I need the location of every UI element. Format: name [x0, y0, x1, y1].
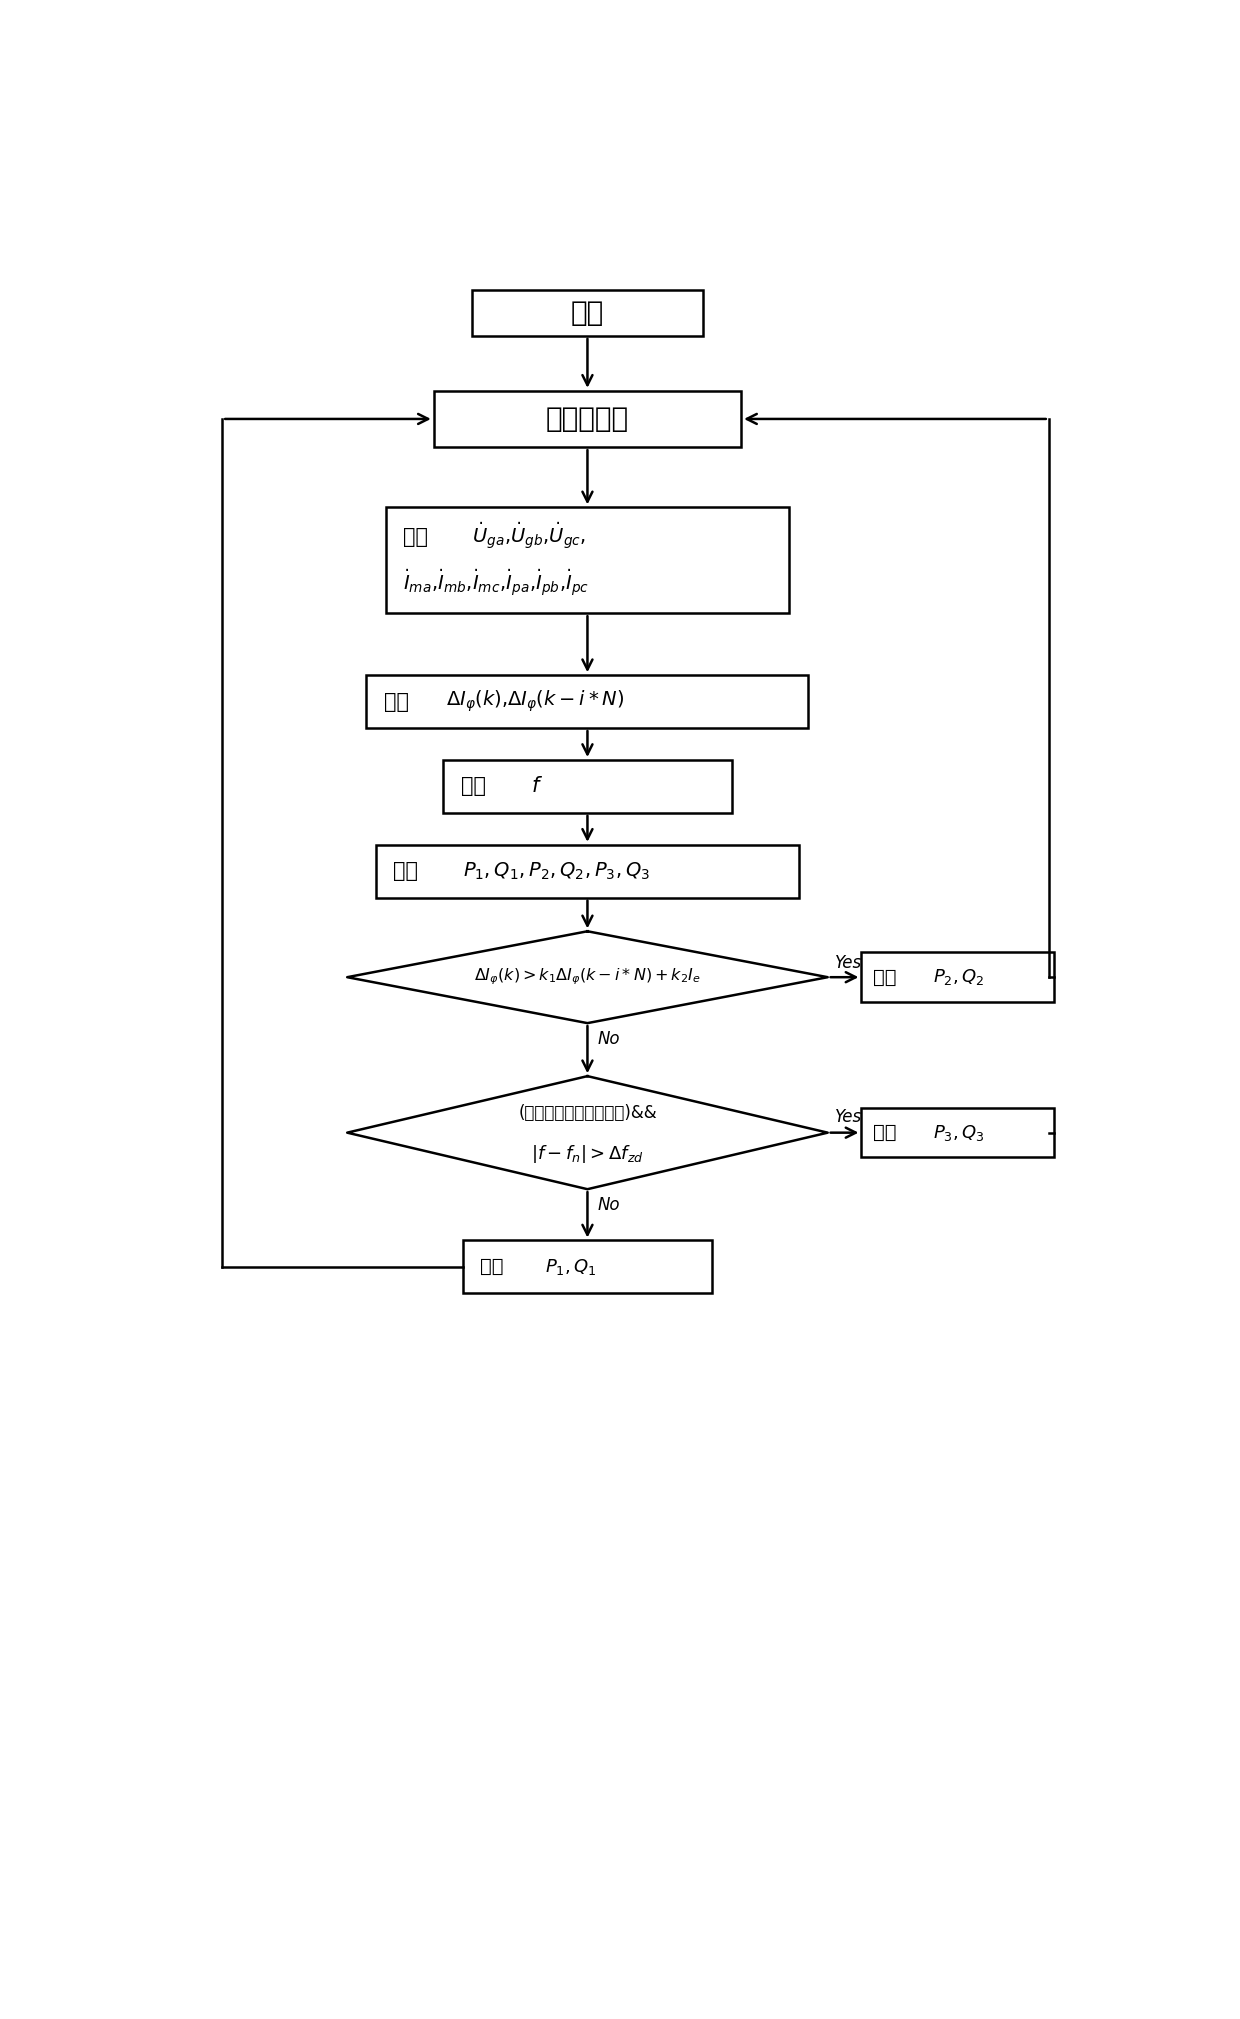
Text: 输出: 输出 [873, 967, 903, 987]
Text: 计算: 计算 [460, 777, 492, 795]
Bar [386, 507, 789, 614]
Bar [472, 291, 703, 335]
Text: 输出: 输出 [873, 1123, 903, 1143]
Bar [434, 390, 742, 446]
Bar [367, 674, 808, 729]
Text: No: No [596, 1030, 620, 1048]
Text: 输出: 输出 [480, 1258, 510, 1276]
Bar [376, 844, 799, 898]
Text: $P_3,Q_3$: $P_3,Q_3$ [934, 1123, 985, 1143]
Text: 开始: 开始 [570, 299, 604, 327]
Text: $\dot{U}_{ga}$,$\dot{U}_{gb}$,$\dot{U}_{gc}$,: $\dot{U}_{ga}$,$\dot{U}_{gb}$,$\dot{U}_{… [472, 521, 587, 553]
Bar [862, 953, 1054, 1001]
Text: 计算: 计算 [403, 527, 434, 547]
Bar [463, 1240, 713, 1294]
Text: $\dot{I}_{ma}$,$\dot{I}_{mb}$,$\dot{I}_{mc}$,$\dot{I}_{pa}$,$\dot{I}_{pb}$,$\dot: $\dot{I}_{ma}$,$\dot{I}_{mb}$,$\dot{I}_{… [403, 567, 589, 600]
Text: Yes: Yes [836, 955, 863, 971]
Text: 计算: 计算 [393, 862, 425, 880]
Text: $P_1,Q_1,P_2,Q_2,P_3,Q_3$: $P_1,Q_1,P_2,Q_2,P_3,Q_3$ [464, 860, 651, 882]
Text: $|f-f_n|>\Delta f_{zd}$: $|f-f_n|>\Delta f_{zd}$ [531, 1143, 644, 1165]
Text: $P_2,Q_2$: $P_2,Q_2$ [934, 967, 985, 987]
Text: No: No [596, 1195, 620, 1213]
Text: $P_1,Q_1$: $P_1,Q_1$ [546, 1258, 596, 1276]
Text: (频率波动识别判据投入)&&: (频率波动识别判据投入)&& [518, 1104, 657, 1123]
Text: 模拟量采样: 模拟量采样 [546, 406, 629, 432]
Bar [862, 1108, 1054, 1157]
Text: 计算: 计算 [383, 693, 409, 711]
Text: Yes: Yes [836, 1108, 863, 1127]
Text: $\Delta I_{\varphi}(k)>k_1\Delta I_{\varphi}(k-i*N)+k_2I_e$: $\Delta I_{\varphi}(k)>k_1\Delta I_{\var… [474, 967, 701, 987]
Text: $\Delta I_{\varphi}(k)$,$\Delta I_{\varphi}(k-i*N)$: $\Delta I_{\varphi}(k)$,$\Delta I_{\varp… [446, 688, 624, 715]
Bar [444, 759, 732, 814]
Text: $f$: $f$ [531, 777, 543, 795]
